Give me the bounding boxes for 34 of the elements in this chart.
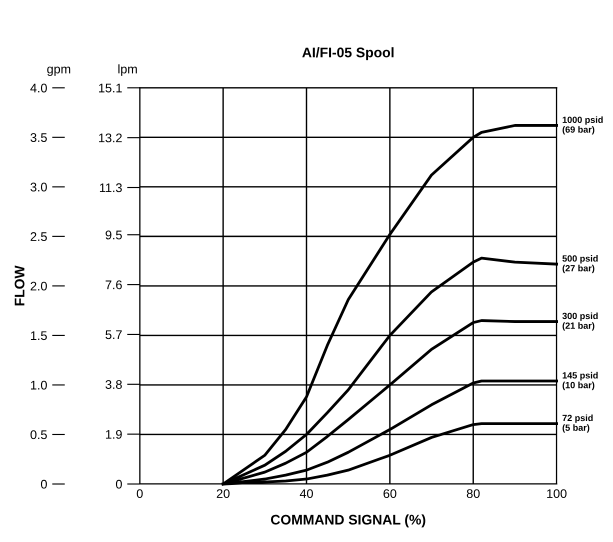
chart-title: AI/FI-05 Spool <box>302 47 394 60</box>
x-axis-title: COMMAND SIGNAL (%) <box>270 514 426 528</box>
series-label: 500 psid (27 bar) <box>562 255 598 274</box>
y-tick-label: 3.0 <box>30 182 47 192</box>
y-tick-label: 2.0 <box>30 282 47 291</box>
x-tick-label: 40 <box>300 489 313 498</box>
y2-tick-label: 1.9 <box>106 430 122 439</box>
y2-tick-label: 7.6 <box>106 280 122 290</box>
y2-tick-label: 15.1 <box>99 84 122 92</box>
y-tick-label: 4.0 <box>30 84 47 92</box>
y-tick-label: 1.0 <box>30 380 47 390</box>
x-tick-label: 60 <box>384 489 396 498</box>
series-label: 1000 psid (69 bar) <box>562 116 603 135</box>
series-label: 72 psid (5 bar) <box>562 414 593 433</box>
series-label: 300 psid (21 bar) <box>562 312 598 331</box>
y-tick-label: 1.5 <box>30 331 47 340</box>
x-tick-label: 80 <box>466 489 480 498</box>
y-tick-label: 0 <box>40 480 47 489</box>
y2-tick-label: 13.2 <box>99 133 122 142</box>
y-axis-title: FLOW <box>14 265 24 306</box>
text: gpm <box>47 66 70 76</box>
y-tick-label: 0.5 <box>30 430 47 440</box>
x-tick-label: 20 <box>216 489 230 498</box>
series-label: 145 psid (10 bar) <box>562 372 598 390</box>
y2-tick-label: 3.8 <box>106 380 122 389</box>
y2-tick-label: 11.3 <box>100 183 122 192</box>
y2-tick-label: 9.5 <box>106 230 122 240</box>
text: lpm <box>118 64 137 76</box>
x-tick-label: 100 <box>547 489 567 498</box>
y2-tick-label: 5.7 <box>106 330 122 340</box>
x-tick-label: 0 <box>136 489 143 498</box>
y-tick-label: 2.5 <box>30 232 47 242</box>
y2-tick-label: 0 <box>116 480 122 489</box>
y-tick-label: 3.5 <box>30 133 47 142</box>
